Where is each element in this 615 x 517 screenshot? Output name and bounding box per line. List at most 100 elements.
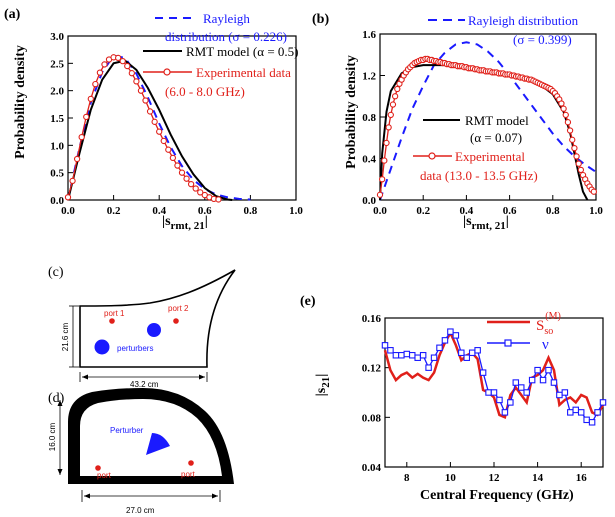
cavity-c-outline (79, 269, 236, 368)
series-line-b-0 (379, 41, 597, 201)
legend-e-nu-label: ν (542, 337, 549, 353)
legend-b-exp-label: Experimental (455, 149, 525, 164)
height-label-c: 21.6 cm (61, 322, 70, 351)
x-tick-label-a: 0.0 (61, 205, 75, 217)
x-tick-label-b: 0.0 (373, 205, 387, 217)
data-point-e (588, 419, 596, 426)
y-tick-label-b: 0.0 (362, 195, 376, 207)
data-point-b (385, 124, 392, 131)
x-tick-label-b: 0.4 (460, 205, 474, 217)
data-point-a (115, 54, 122, 62)
data-point-a (78, 133, 85, 141)
data-point-e (468, 349, 476, 357)
y-axis-label-e: |s21| (314, 374, 332, 397)
port-2-marker (173, 318, 179, 324)
data-point-b (394, 85, 401, 93)
data-point-e (583, 416, 590, 424)
y-axis-label-a: Probability density (13, 45, 28, 159)
data-point-e (474, 347, 481, 354)
data-point-e (507, 399, 514, 406)
panel-label-c: (c) (48, 265, 64, 280)
data-point-e (512, 379, 520, 386)
data-point-e (436, 344, 443, 352)
y-tick-label-a: 1.5 (50, 113, 64, 125)
data-point-a (165, 146, 172, 153)
chart-panel-b: (b) Probability density 0.00.40.81.21.6 … (312, 12, 603, 232)
data-point-a (160, 137, 167, 145)
data-point-e (403, 350, 411, 358)
legend-a-rmt-label: RMT model (α = 0.5) (186, 44, 298, 59)
legend-a: Rayleigh distribution (σ = 0.226) RMT mo… (143, 11, 298, 99)
x-tick-label-e: 12 (489, 472, 501, 484)
legend-b-exp-marker (428, 152, 436, 160)
data-point-a (137, 87, 145, 94)
port-right-label: port (181, 470, 196, 479)
data-point-b (590, 188, 597, 195)
legend-b-exp-range: data (13.0 - 13.5 GHz) (420, 168, 538, 183)
data-point-e (419, 351, 427, 359)
chart-panel-e: (e) |s21| 0.04 0.08 0.12 0.16 8 10 12 14 16 Cen… (300, 294, 607, 503)
data-point-e (561, 389, 569, 396)
data-point-b (562, 111, 569, 119)
y-tick-label-b: 0.8 (362, 112, 376, 124)
perturber-2 (94, 339, 110, 355)
x-tick-label-a: 0.8 (244, 205, 258, 217)
legend-e-sso-label: Sso(M) (536, 311, 561, 337)
legend-a-exp-marker (163, 68, 171, 76)
x-tick-label-a: 0.4 (152, 205, 166, 217)
legend-a-rayleigh-label: Rayleigh (203, 11, 250, 26)
x-tick-label-e: 14 (532, 472, 544, 484)
data-point-a (96, 69, 104, 76)
data-point-e (572, 406, 579, 414)
data-point-b (387, 111, 394, 119)
data-point-e (414, 354, 421, 361)
port-left-marker (95, 465, 101, 471)
height-label-d: 16.0 cm (48, 422, 57, 451)
data-point-b (573, 153, 580, 160)
data-point-b (577, 166, 585, 174)
y-tick-label-b: 1.6 (362, 29, 376, 41)
data-point-a (73, 155, 81, 163)
data-point-e (458, 349, 465, 357)
legend-b-rayleigh-sigma: (σ = 0.399) (513, 32, 572, 47)
perturber-1 (147, 323, 161, 337)
data-point-e (501, 409, 509, 416)
y-tick-label-e: 0.16 (362, 313, 382, 325)
legend-b-rmt-label: RMT model (465, 113, 529, 128)
y-axis-label-b: Probability density (344, 55, 359, 169)
x-tick-label-e: 16 (576, 472, 588, 484)
y-tick-label-e: 0.12 (362, 363, 382, 375)
y-tick-label-e: 0.04 (362, 462, 382, 474)
legend-b: Rayleigh distribution (σ = 0.399) RMT mo… (413, 13, 579, 183)
y-tick-label-e: 0.08 (362, 412, 382, 424)
data-point-a (101, 61, 108, 68)
data-point-e (556, 391, 563, 399)
data-point-b (564, 119, 572, 126)
data-point-e (441, 337, 449, 344)
perturber-d-label: Perturber (110, 426, 144, 435)
data-point-a (87, 95, 94, 103)
panel-label-e: (e) (300, 294, 316, 309)
data-point-a (142, 97, 149, 104)
x-axis-label-b: |srmt, 21| (463, 214, 509, 232)
x-tick-label-a: 1.0 (289, 205, 303, 217)
data-point-a (197, 189, 204, 196)
y-tick-label-a: 0.5 (50, 168, 64, 180)
legend-e: Sso(M) ν (487, 311, 561, 353)
series-line-e-1 (384, 330, 604, 424)
data-point-e (517, 384, 525, 391)
data-point-a (133, 78, 140, 85)
x-tick-label-e: 8 (404, 472, 410, 484)
y-tick-label-a: 1.0 (50, 140, 64, 152)
data-point-e (539, 376, 547, 384)
y-tick-label-b: 0.4 (362, 154, 376, 166)
data-point-a (64, 194, 72, 201)
port-left-label: port (97, 471, 112, 480)
data-point-e (490, 389, 498, 396)
perturber-wedge (146, 433, 170, 455)
data-point-b (381, 157, 388, 164)
data-point-b (571, 144, 578, 152)
series-line-e-0 (383, 330, 605, 420)
x-tick-label-b: 0.6 (503, 205, 517, 217)
